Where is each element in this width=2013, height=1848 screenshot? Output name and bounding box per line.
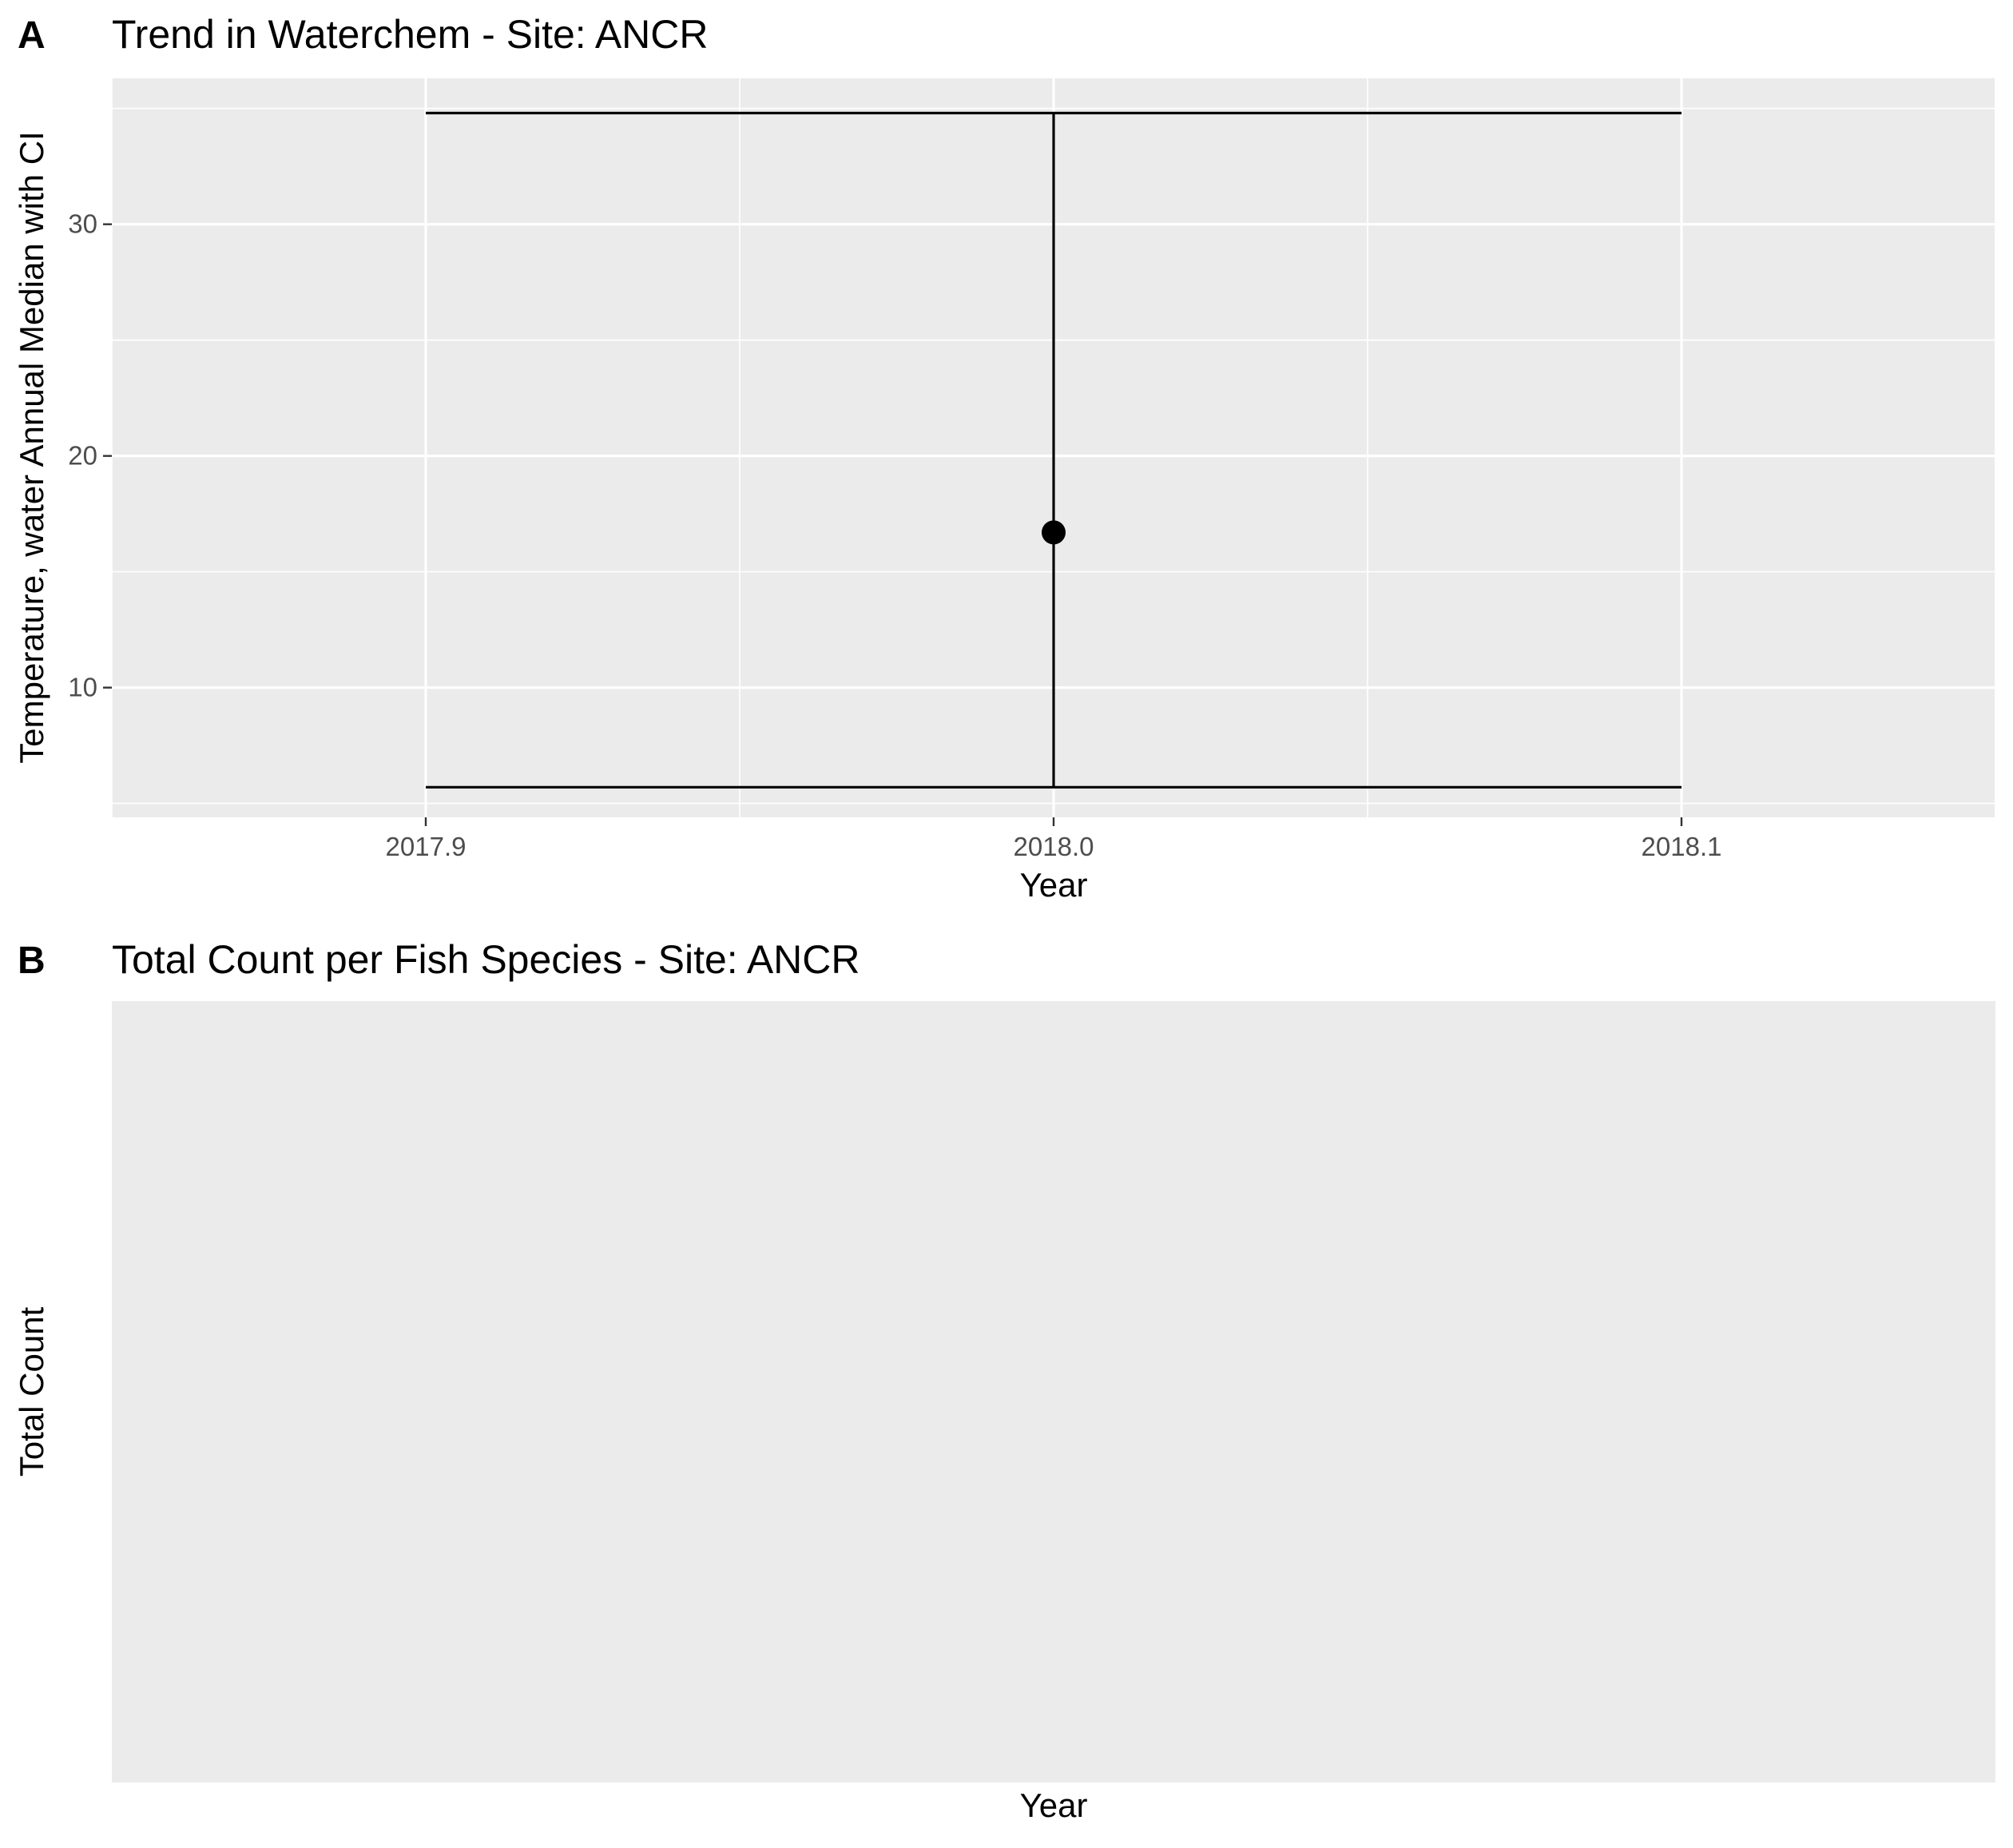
panel-a-title: Trend in Waterchem - Site: ANCR bbox=[112, 12, 709, 57]
panel-a-y-axis-title: Temperature, water Annual Median with CI bbox=[13, 131, 50, 763]
panel-b-title: Total Count per Fish Species - Site: ANC… bbox=[112, 937, 860, 982]
y-tick-label: 20 bbox=[68, 441, 97, 471]
y-tick-label: 10 bbox=[68, 673, 97, 702]
panel-b-x-axis-title: Year bbox=[1020, 1786, 1088, 1824]
panel-a-axis-ticks: 2017.9 2018.0 2018.1 10 20 30 bbox=[68, 209, 1721, 861]
x-tick-label: 2018.0 bbox=[1014, 832, 1094, 861]
y-tick-label: 30 bbox=[68, 209, 97, 239]
data-point bbox=[1042, 520, 1066, 545]
panel-b-y-axis-title: Total Count bbox=[13, 1306, 50, 1476]
x-tick-label: 2018.1 bbox=[1642, 832, 1722, 861]
panel-a-marks bbox=[426, 111, 1681, 789]
panel-b-plot-background bbox=[112, 1001, 1995, 1782]
panel-a-tag: A bbox=[18, 14, 46, 57]
panel-a-x-axis-title: Year bbox=[1020, 866, 1088, 904]
panel-a: A Trend in Waterchem - Site: ANCR 2017.9… bbox=[13, 12, 1996, 904]
panel-b: B Total Count per Fish Species - Site: A… bbox=[13, 937, 1995, 1824]
panel-b-tag: B bbox=[18, 940, 46, 982]
x-tick-label: 2017.9 bbox=[386, 832, 467, 861]
